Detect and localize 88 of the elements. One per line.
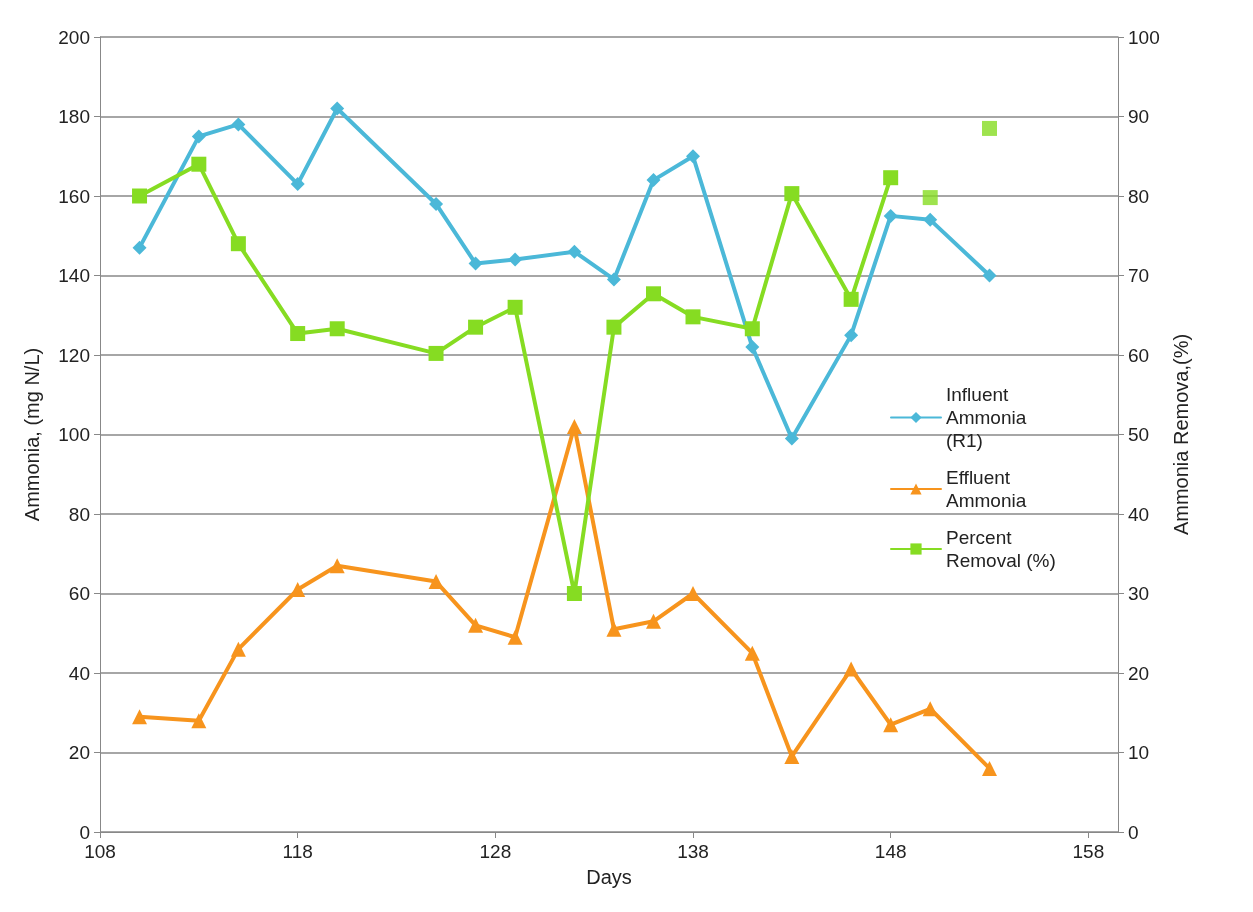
point (566, 586, 582, 601)
point (784, 748, 800, 764)
point (844, 328, 859, 343)
point (508, 252, 523, 267)
y2-axis-title: Ammonia Remova,(%) (1169, 333, 1192, 536)
point (468, 256, 483, 271)
point (429, 196, 444, 211)
x-tick-label: 158 (1072, 841, 1105, 862)
point (982, 268, 997, 283)
point (784, 186, 800, 202)
point (606, 319, 622, 335)
point (329, 558, 345, 574)
y2-tick-label: 40 (1128, 503, 1150, 525)
point (982, 120, 998, 136)
point (468, 319, 484, 335)
point (566, 419, 582, 435)
point (290, 177, 305, 192)
point (784, 431, 799, 446)
point (606, 621, 622, 637)
point (191, 156, 207, 172)
point (329, 321, 345, 337)
point (468, 617, 484, 633)
point (922, 701, 938, 717)
point (428, 574, 444, 590)
y-tick-label: 100 (58, 424, 90, 445)
legend-label: Influent Ammonia (R1) (946, 384, 1032, 451)
point (507, 299, 523, 315)
point (132, 709, 148, 725)
point (230, 236, 246, 252)
point (982, 760, 998, 776)
point (843, 291, 859, 307)
point (883, 170, 899, 186)
y-tick-label: 200 (58, 26, 90, 48)
y-axis-title: Ammonia, (mg N/L) (21, 347, 43, 522)
y-tick-label: 140 (58, 265, 90, 286)
point (843, 661, 859, 677)
y2-tick-label: 60 (1128, 344, 1150, 366)
point (645, 613, 661, 629)
point (567, 244, 582, 259)
y2-tick-label: 70 (1128, 265, 1150, 286)
y2-tick-label: 0 (1128, 821, 1139, 843)
point (606, 272, 621, 287)
x-tick-label: 138 (677, 841, 709, 862)
point (883, 208, 898, 223)
y-tick-label: 40 (68, 662, 90, 684)
y2-tick-label: 90 (1128, 106, 1150, 127)
y-tick-label: 20 (68, 742, 90, 763)
x-tick-label: 118 (282, 841, 313, 862)
y2-tick-label: 20 (1128, 662, 1150, 684)
y-tick-label: 160 (58, 185, 90, 207)
point (922, 190, 938, 206)
y-tick-label: 180 (58, 106, 90, 127)
y2-tick-label: 30 (1128, 583, 1150, 604)
point (230, 641, 246, 657)
legend-label: Percent Removal (%) (946, 527, 1056, 571)
point (290, 326, 306, 342)
point (132, 188, 148, 204)
x-tick-label: 148 (874, 841, 907, 862)
point (685, 586, 701, 601)
x-tick-label: 108 (84, 841, 116, 862)
point (507, 629, 523, 645)
point (646, 173, 661, 188)
y2-tick-label: 50 (1128, 424, 1150, 445)
point (231, 117, 246, 132)
y-tick-label: 80 (68, 503, 90, 525)
x-tick-label: 128 (479, 841, 512, 862)
point (191, 129, 206, 144)
point (290, 582, 306, 598)
point (744, 321, 760, 337)
y2-tick-label: 80 (1128, 185, 1150, 207)
x-axis-title: Days (586, 866, 632, 888)
y-tick-label: 120 (58, 344, 90, 366)
point (330, 101, 345, 116)
y-tick-label: 0 (79, 821, 90, 843)
point (923, 212, 938, 227)
point (745, 340, 760, 355)
point (883, 717, 899, 733)
y2-tick-label: 10 (1128, 742, 1150, 763)
y2-tick-label: 100 (1128, 26, 1160, 48)
point (191, 713, 207, 729)
point (685, 309, 701, 325)
point (428, 345, 444, 361)
point (132, 240, 147, 255)
point (686, 149, 701, 164)
point (645, 286, 661, 302)
y-tick-label: 60 (68, 583, 90, 604)
point (744, 645, 760, 661)
legend-label: Effluent Ammonia (946, 467, 1027, 511)
